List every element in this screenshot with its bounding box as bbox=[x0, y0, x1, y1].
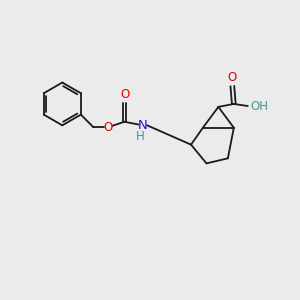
Text: OH: OH bbox=[251, 100, 269, 113]
Text: H: H bbox=[136, 130, 145, 143]
Text: N: N bbox=[138, 119, 148, 132]
Text: O: O bbox=[120, 88, 129, 101]
Text: O: O bbox=[228, 71, 237, 84]
Text: O: O bbox=[103, 121, 113, 134]
